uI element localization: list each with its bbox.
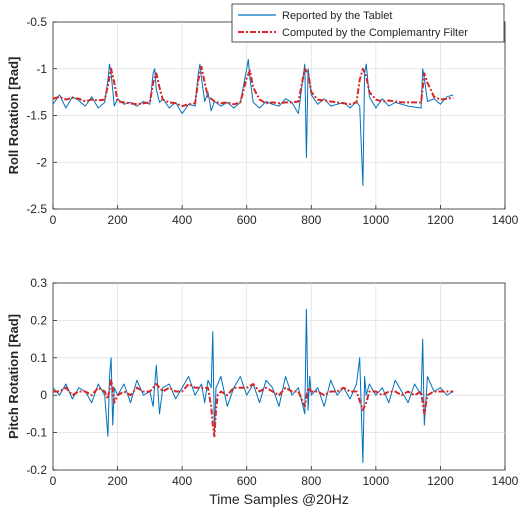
pitch-plot-area	[52, 282, 506, 471]
pitch-ytick-3: 0.1	[30, 351, 47, 365]
pitch-ytick-4: 0.2	[30, 313, 47, 327]
roll-ytick-1: -2	[36, 155, 47, 169]
roll-ytick-2: -1.5	[26, 109, 47, 123]
pitch-ytick-1: -0.1	[26, 426, 47, 440]
roll-series-filter	[52, 65, 454, 108]
legend: Reported by the Tablet Computed by the C…	[231, 3, 505, 43]
legend-label-filter: Computed by the Complemantry Filter	[282, 27, 468, 39]
roll-xtick-5: 1000	[363, 213, 390, 227]
pitch-xtick-4: 800	[301, 474, 321, 488]
pitch-xtick-0: 0	[50, 474, 57, 488]
legend-box	[231, 3, 505, 43]
roll-xtick-3: 600	[237, 213, 257, 227]
pitch-series-filter	[53, 379, 454, 438]
roll-ytick-0: -2.5	[26, 202, 47, 216]
roll-ytick-3: -1	[36, 62, 47, 76]
pitch-xtick-1: 200	[108, 474, 128, 488]
pitch-ylabel: Pitch Rotation [Rad]	[6, 314, 21, 439]
pitch-xlabel: Time Samples @20Hz	[209, 491, 349, 507]
roll-rotation-panel: -2.5 -2 -1.5 -1 -0.5 0 200 400 600 800 1000 1200 140…	[6, 3, 519, 227]
roll-xtick-1: 200	[108, 213, 128, 227]
pitch-ytick-2: 0	[40, 388, 47, 402]
pitch-ytick-5: 0.3	[30, 276, 47, 290]
pitch-xtick-3: 600	[237, 474, 257, 488]
legend-label-tablet: Reported by the Tablet	[282, 10, 392, 22]
roll-xtick-0: 0	[50, 213, 57, 227]
pitch-ytick-0: -0.2	[26, 463, 47, 477]
roll-ytick-4: -0.5	[26, 15, 47, 29]
roll-ylabel: Roll Rotation [Rad]	[6, 57, 21, 175]
pitch-xtick-7: 1400	[492, 474, 519, 488]
roll-xtick-2: 400	[172, 213, 192, 227]
pitch-series-tablet	[52, 308, 454, 463]
pitch-xtick-6: 1200	[427, 474, 454, 488]
pitch-xtick-2: 400	[172, 474, 192, 488]
roll-xtick-7: 1400	[492, 213, 519, 227]
pitch-rotation-panel: -0.2 -0.1 0 0.1 0.2 0.3 0 200 400 600 800 1000 1200 1…	[6, 276, 519, 507]
roll-series-tablet	[52, 58, 454, 187]
roll-xtick-4: 800	[301, 213, 321, 227]
pitch-xtick-5: 1000	[363, 474, 390, 488]
roll-xtick-6: 1200	[427, 213, 454, 227]
